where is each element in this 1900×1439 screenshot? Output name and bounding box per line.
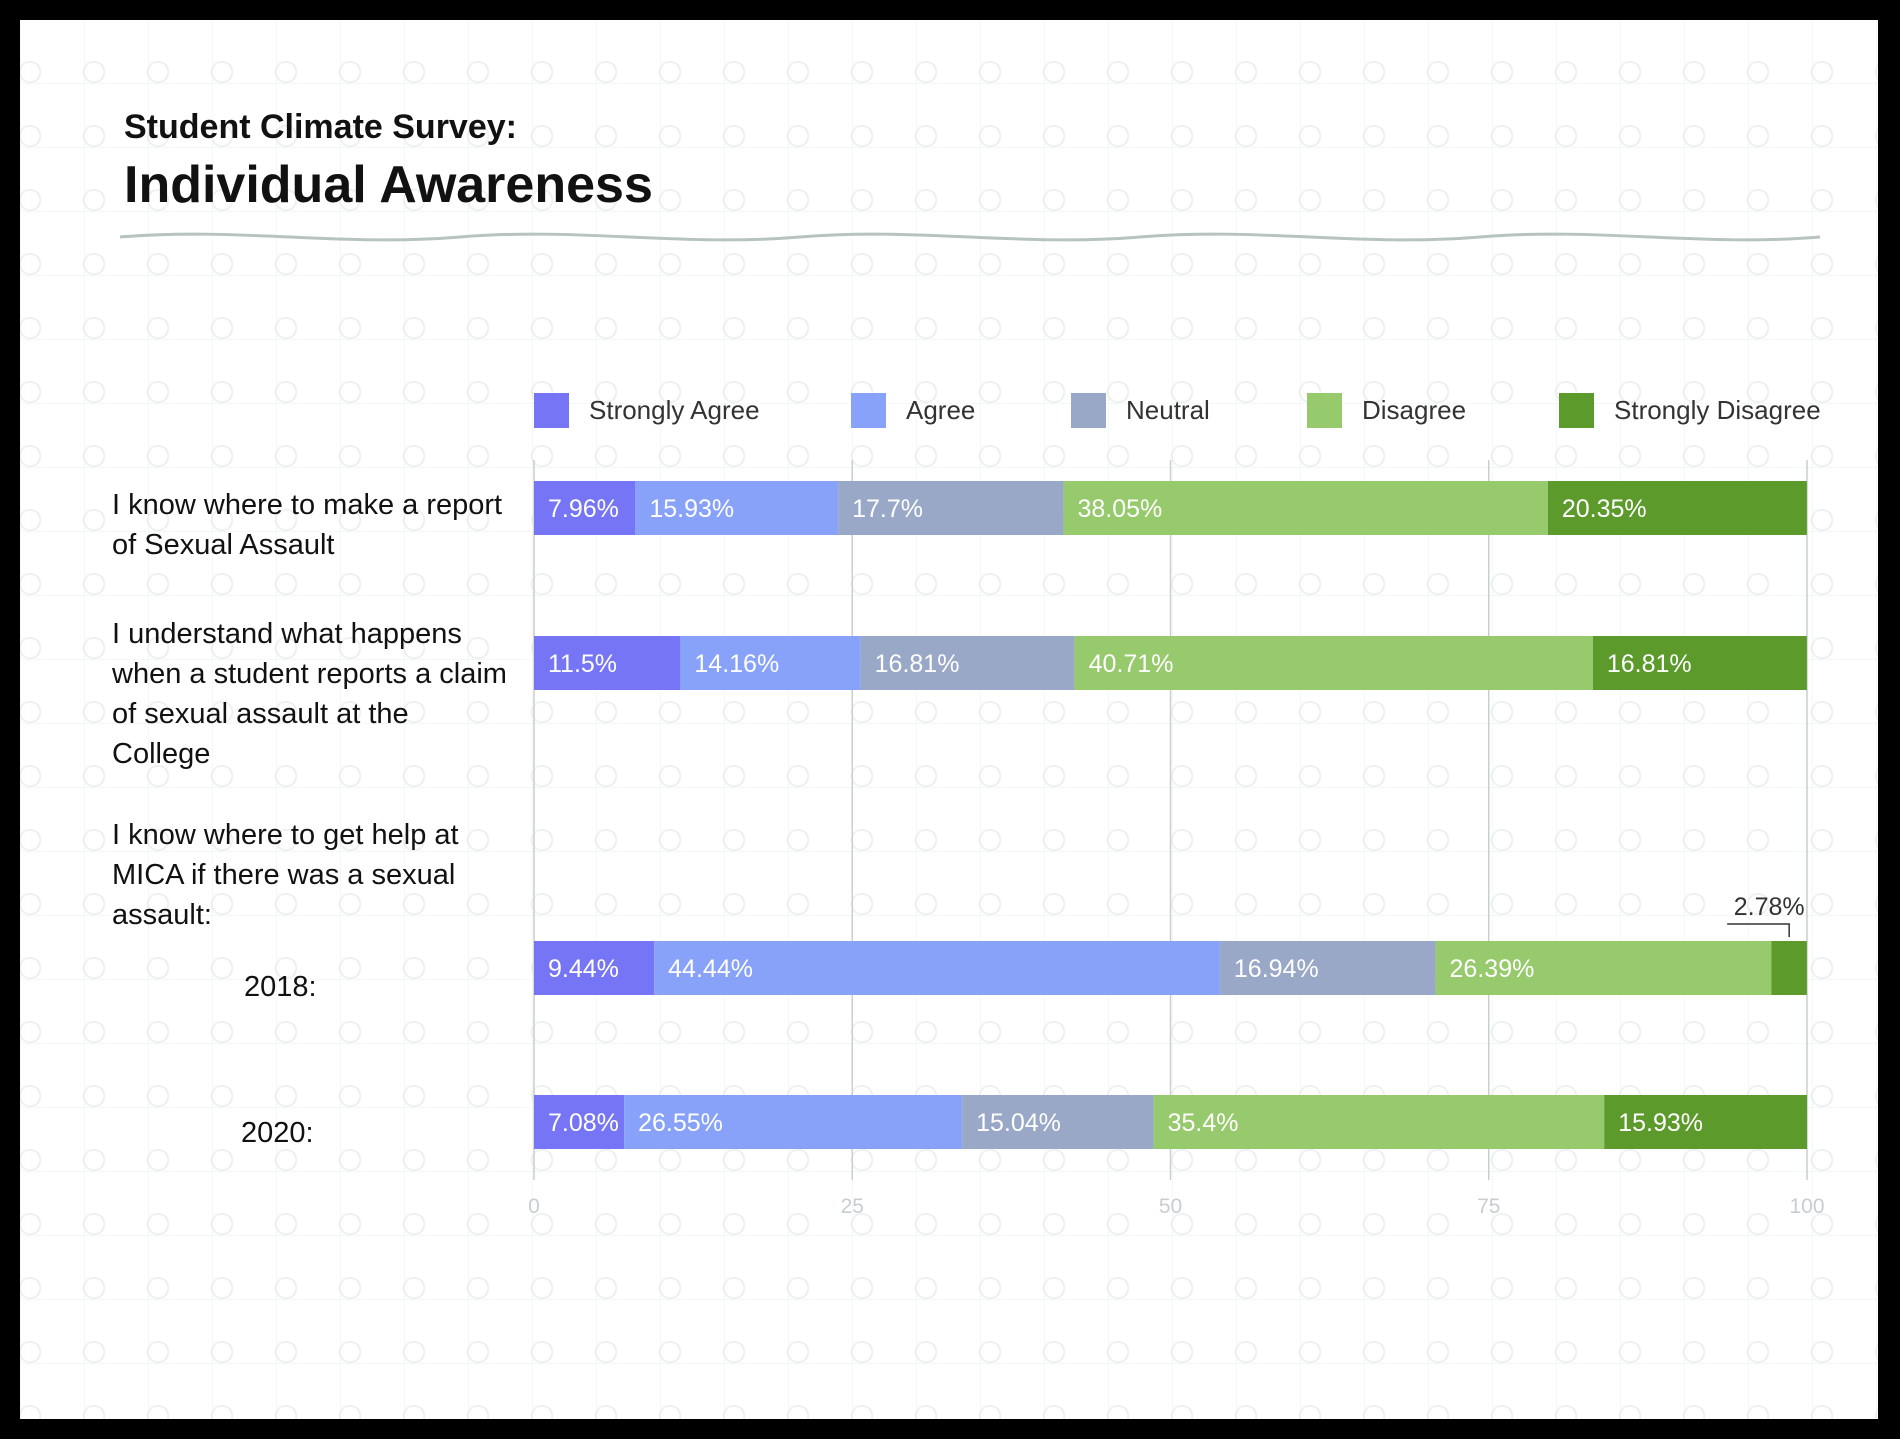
question-label-report-process: I understand what happens when a student… xyxy=(112,618,507,770)
bar-value-label: 20.35% xyxy=(1562,495,1647,523)
bar-value-label: 35.4% xyxy=(1168,1109,1239,1137)
bar-value-label: 16.94% xyxy=(1234,955,1319,983)
x-tick-label: 100 xyxy=(1789,1195,1824,1218)
legend-swatch xyxy=(1307,392,1342,428)
bar-value-label: 44.44% xyxy=(668,955,753,983)
question-label-report-location: I know where to make a report of Sexual … xyxy=(112,489,503,561)
title-divider-wave xyxy=(120,232,1820,242)
legend-item-agree: Agree xyxy=(851,392,975,428)
bar-segment xyxy=(624,1095,963,1149)
bar-value-label: 15.04% xyxy=(976,1109,1061,1137)
bar-value-label: 9.44% xyxy=(548,955,619,983)
bar-value-label: 26.55% xyxy=(638,1109,723,1137)
bar-segment xyxy=(1592,636,1807,690)
legend-item-strongly-disagree: Strongly Disagree xyxy=(1559,392,1821,428)
x-tick-label: 25 xyxy=(841,1195,864,1218)
bar-value-label: 7.08% xyxy=(548,1109,619,1137)
legend-item-disagree: Disagree xyxy=(1307,392,1466,428)
year-label-2020: 2020: xyxy=(241,1117,314,1149)
bar-segment xyxy=(635,481,839,535)
bar-value-label: 14.16% xyxy=(694,650,779,678)
legend-item-neutral: Neutral xyxy=(1071,392,1210,428)
bar-segment xyxy=(680,636,861,690)
bar-segment xyxy=(534,941,655,995)
chart-card: Student Climate Survey: Individual Aware… xyxy=(20,20,1878,1419)
callout-leader-line xyxy=(1727,923,1790,937)
bar-segment xyxy=(534,1095,625,1149)
bar-segment xyxy=(534,481,636,535)
bar-segment xyxy=(1604,1095,1807,1149)
bar-value-label: 15.93% xyxy=(649,495,734,523)
x-tick-label: 0 xyxy=(528,1195,540,1218)
bar-value-label: 40.71% xyxy=(1089,650,1174,678)
year-label-2018: 2018: xyxy=(244,971,317,1003)
bar-segment xyxy=(1153,1095,1605,1149)
legend-label: Strongly Disagree xyxy=(1614,394,1821,425)
bar-value-label: 16.81% xyxy=(875,650,960,678)
legend-label: Agree xyxy=(906,394,976,425)
stacked-bar-plot: 0 25 50 75 100 7.96% 15.93% 17.7% 38.05% 20.35% 11… xyxy=(528,460,1825,1218)
bar-value-label: 26.39% xyxy=(1450,955,1535,983)
bar-segment xyxy=(534,636,681,690)
bar-segment xyxy=(838,481,1064,535)
bar-segment xyxy=(1063,481,1548,535)
bar-segment xyxy=(654,941,1220,995)
bar-segment xyxy=(1074,636,1593,690)
x-tick-label: 75 xyxy=(1477,1195,1500,1218)
bar-value-label: 16.81% xyxy=(1607,650,1692,678)
question-label-get-help: I know where to get help at MICA if ther… xyxy=(112,819,459,931)
legend-swatch xyxy=(534,392,569,428)
bar-segment xyxy=(962,1095,1154,1149)
bar-value-label: 38.05% xyxy=(1077,495,1162,523)
legend-label: Neutral xyxy=(1126,394,1210,425)
legend-swatch xyxy=(1071,392,1106,428)
bar-value-label: 11.5% xyxy=(548,650,617,678)
bar-value-label: 17.7% xyxy=(852,495,923,523)
legend-swatch xyxy=(1559,392,1594,428)
bar-segment xyxy=(1219,941,1436,995)
bar-value-label: 15.93% xyxy=(1618,1109,1703,1137)
bar-segment xyxy=(1771,941,1807,995)
legend-label: Strongly Agree xyxy=(589,394,760,425)
legend-item-strongly-agree: Strongly Agree xyxy=(534,392,760,428)
x-tick-label: 50 xyxy=(1159,1195,1182,1218)
bar-segment xyxy=(1435,941,1772,995)
legend-swatch xyxy=(851,392,886,428)
bar-segment xyxy=(1547,481,1807,535)
chart-subtitle: Student Climate Survey: xyxy=(124,108,517,146)
bar-value-label: 7.96% xyxy=(548,495,619,523)
bar-value-callout: 2.78% xyxy=(1734,893,1805,921)
bar-segment xyxy=(860,636,1075,690)
chart-title: Individual Awareness xyxy=(124,156,653,214)
legend-label: Disagree xyxy=(1362,394,1467,425)
